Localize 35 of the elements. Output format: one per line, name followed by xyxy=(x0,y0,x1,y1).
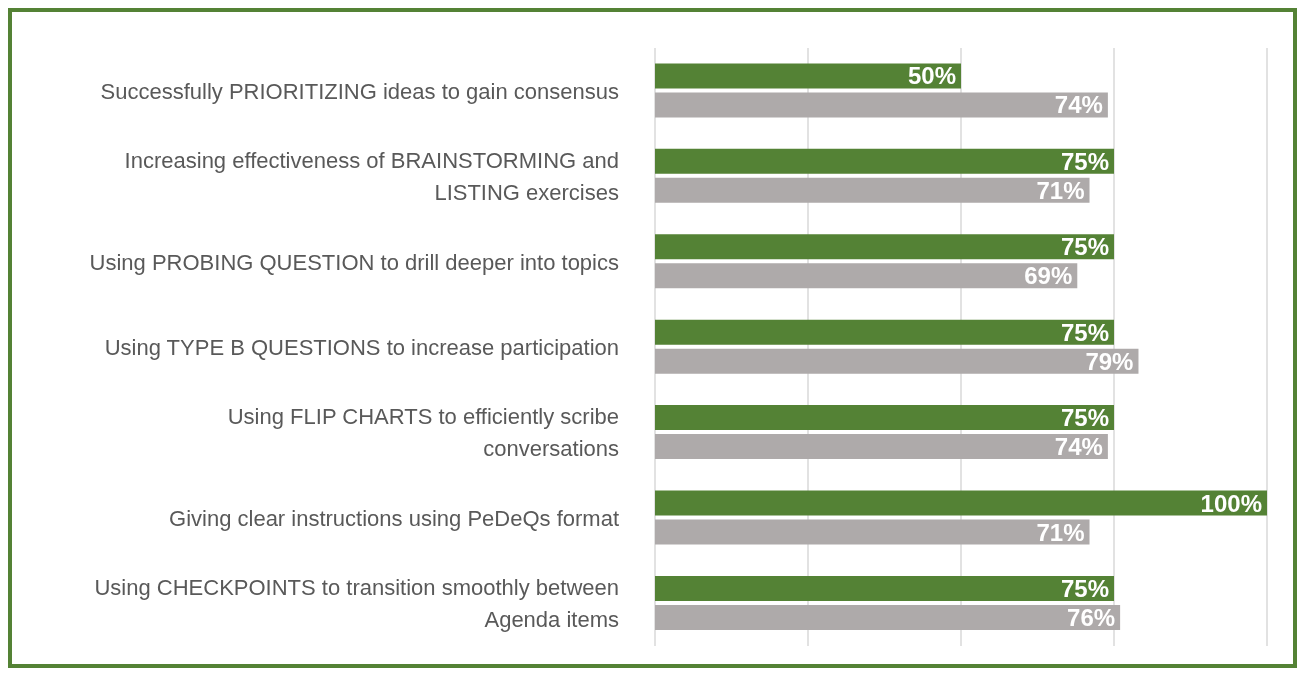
bar xyxy=(655,575,1114,601)
bar xyxy=(655,234,1114,260)
data-label: 50% xyxy=(907,62,956,90)
y-tick-label: Successfully PRIORITIZING ideas to gain consensus xyxy=(100,78,619,104)
bar xyxy=(655,63,961,89)
y-tick-label: Using CHECKPOINTS to transition smoothly between Agenda items xyxy=(94,574,619,632)
data-label: 100% xyxy=(1200,489,1262,517)
data-label: 76% xyxy=(1067,603,1116,631)
bar xyxy=(655,177,1090,203)
data-label: 71% xyxy=(1036,518,1085,546)
y-tick-label: Increasing effectiveness of BRAINSTORMING and LISTING exercises xyxy=(124,147,619,205)
bar xyxy=(655,348,1139,374)
data-label: 75% xyxy=(1060,147,1109,175)
bar xyxy=(655,604,1121,630)
bar xyxy=(655,263,1078,289)
data-label: 75% xyxy=(1060,404,1109,432)
data-label: 74% xyxy=(1054,433,1103,461)
data-label: 75% xyxy=(1060,574,1109,602)
data-label: 75% xyxy=(1060,318,1109,346)
bar xyxy=(655,319,1114,345)
bar xyxy=(655,148,1114,174)
y-tick-label: Using FLIP CHARTS to efficiently scribe conversations xyxy=(227,403,619,461)
data-label: 79% xyxy=(1085,347,1134,375)
bar xyxy=(655,92,1108,118)
bar xyxy=(655,405,1114,431)
data-label: 71% xyxy=(1036,176,1085,204)
data-label: 74% xyxy=(1054,91,1103,119)
data-label: 75% xyxy=(1060,233,1109,261)
data-label: 69% xyxy=(1024,262,1073,290)
y-tick-label: Using TYPE B QUESTIONS to increase participation xyxy=(104,334,619,360)
y-tick-label: Giving clear instructions using PeDeQs format xyxy=(169,505,619,531)
y-tick-label: Using PROBING QUESTION to drill deeper into topics xyxy=(89,249,619,275)
bar xyxy=(655,490,1267,516)
bar xyxy=(655,434,1108,460)
bar xyxy=(655,519,1090,545)
